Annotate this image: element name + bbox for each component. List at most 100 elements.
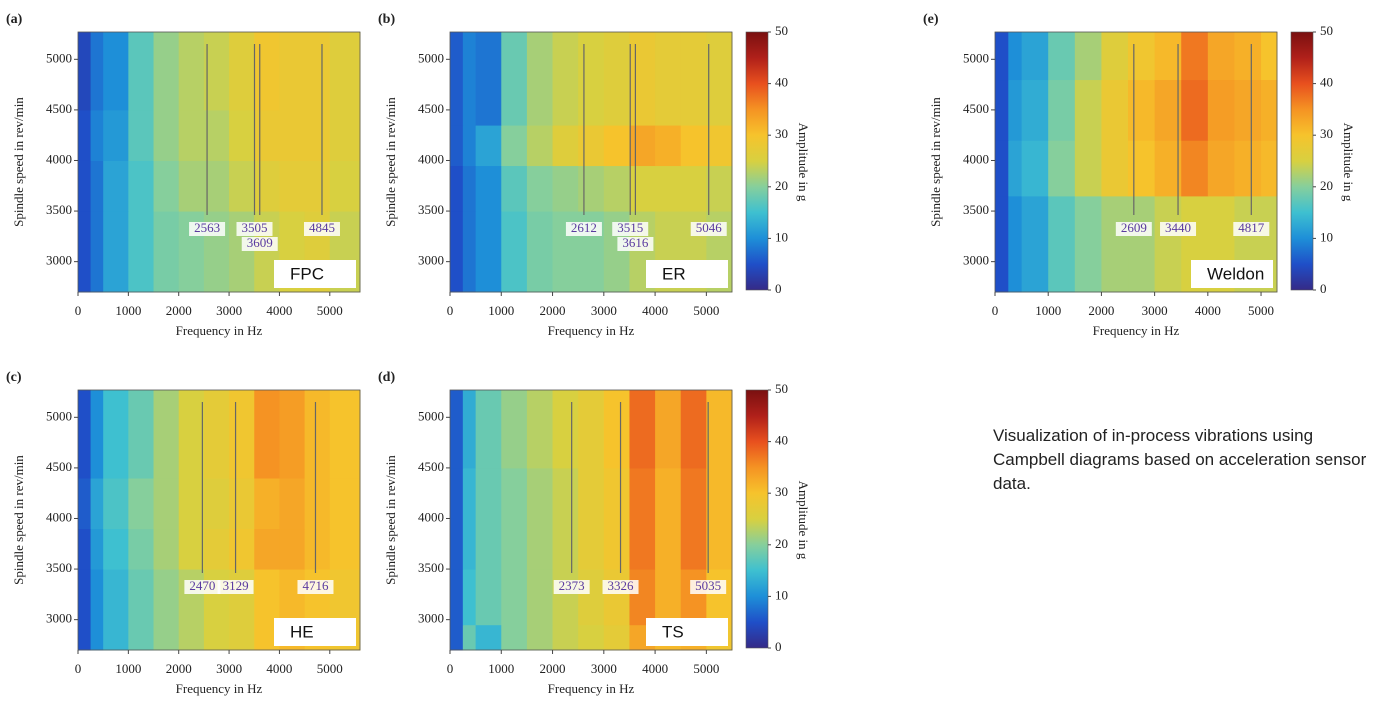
x-tick-label: 0 [447,303,454,318]
heat-cell [706,467,733,570]
heat-cell [526,624,554,651]
x-tick-label: 2000 [540,303,566,318]
marker-label: 3505 [242,220,268,235]
tool-label: Weldon [1207,264,1264,283]
y-tick-label: 4000 [963,151,989,166]
heat-cell [1234,79,1262,141]
heat-cell [304,32,331,111]
heat-cell [1021,140,1049,197]
heat-cell [1154,32,1182,81]
heat-cell [103,569,129,651]
heat-cell [629,569,656,626]
heat-cell [153,569,180,651]
heat-cell [229,160,255,212]
heat-cell [526,165,554,212]
heat-cell [78,109,92,161]
colorbar-tick-label: 0 [1320,281,1327,296]
heat-cell [680,390,707,469]
heat-cell [229,528,255,570]
heat-cell [90,528,104,570]
colorbar-tick-label: 10 [775,229,788,244]
panel-label: (d) [378,370,395,385]
marker-label: 3609 [247,235,273,250]
heat-cell [578,390,605,469]
heat-cell [450,125,464,167]
heat-cell [279,32,306,111]
marker-label-bg [690,580,727,594]
heat-cell [153,32,180,111]
heat-cell [90,390,104,479]
heat-cell [304,160,331,212]
marker-label-bg [241,237,278,251]
y-tick-label: 3000 [46,611,72,626]
heat-cell [526,569,554,626]
heat-cell [629,125,656,167]
heat-cell [128,160,155,212]
heat-cell [995,79,1009,141]
heat-cell [128,569,155,651]
heat-cell [1207,32,1235,81]
heat-cell [475,165,502,212]
heat-cell [153,390,180,479]
heat-cell [603,624,630,651]
heat-cell [153,211,180,293]
x-tick-label: 2000 [166,303,192,318]
heat-cell [475,32,502,126]
x-tick-label: 0 [75,661,82,676]
x-tick-label: 5000 [317,661,343,676]
caption: Visualization of in-process vibrations u… [993,426,1367,493]
x-tick-label: 4000 [642,661,668,676]
heat-cell [603,569,630,626]
marker-label-bg [236,222,273,236]
y-tick-label: 4000 [46,151,72,166]
x-tick-label: 1000 [115,303,141,318]
x-tick-label: 2000 [1088,303,1114,318]
heat-cell [178,390,205,479]
heat-cell [1101,195,1129,293]
x-axis-label: Frequency in Hz [176,323,263,338]
colorbar-tick-label: 40 [775,75,788,90]
heat-cell [1021,79,1049,141]
y-axis-label: Spindle speed in rev/min [383,97,398,227]
colorbar-label: Amplitude in g [1341,123,1356,202]
heat-cell [1021,32,1049,81]
heat-cell [1181,140,1209,197]
plot-frame [449,389,733,651]
colorbar-tick-label: 20 [1320,178,1333,193]
plot-frame [77,31,361,293]
heat-cell [279,528,306,570]
heat-cell [229,390,255,479]
heat-cell [103,528,129,570]
heat-cell [279,390,306,479]
heat-cell [680,165,707,212]
heat-cell [128,528,155,570]
heat-cell [462,165,477,212]
colorbar-tick-label: 50 [775,23,788,38]
y-tick-label: 5000 [418,408,444,423]
marker-label-bg [612,222,649,236]
y-tick-label: 5000 [46,50,72,65]
heat-cell [655,390,682,469]
heat-cell [329,32,361,111]
heat-cell [254,160,280,212]
heat-cell [254,528,280,570]
marker-label-bg [553,580,590,594]
heat-cell [329,478,361,530]
heat-cell [501,125,528,167]
heat-cell [229,478,255,530]
x-tick-label: 5000 [693,661,719,676]
heat-cell [526,211,554,293]
marker-label-bg [602,580,639,594]
heat-cell [329,109,361,161]
tool-box [274,260,356,288]
panel-label: (e) [923,12,939,27]
heat-cell [629,467,656,570]
heat-cell [578,569,605,626]
heat-cell [578,624,605,651]
heat-cell [475,569,502,626]
colorbar-tick-label: 40 [775,433,788,448]
heat-cell [629,390,656,469]
heat-cell [706,125,733,167]
colorbar-tick-label: 0 [775,281,782,296]
marker-label: 4845 [309,220,335,235]
